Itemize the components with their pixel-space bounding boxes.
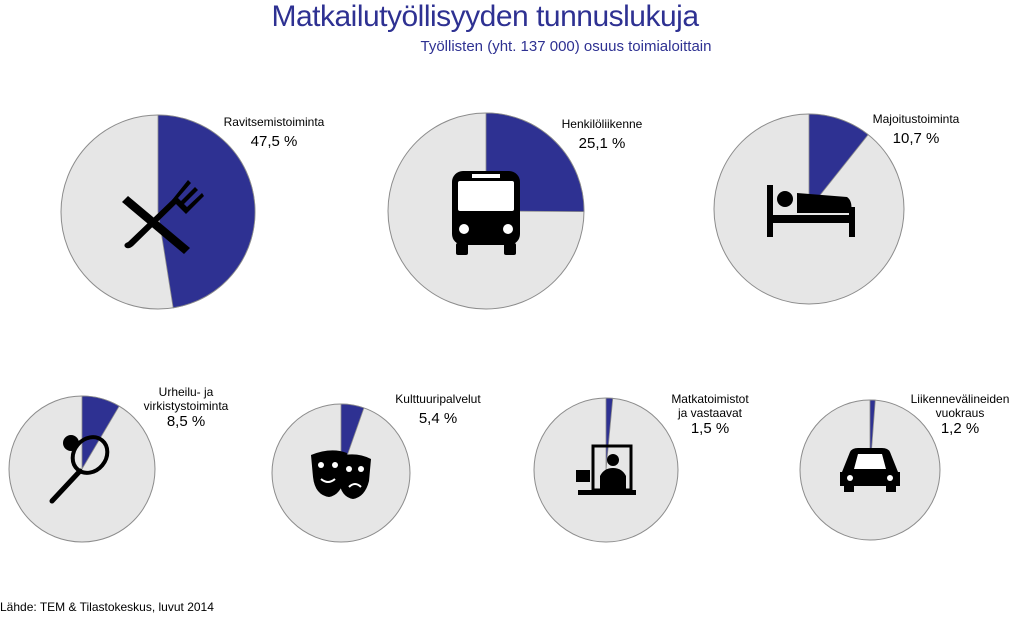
theater-masks-icon [311, 450, 371, 499]
source-note: Lähde: TEM & Tilastokeskus, luvut 2014 [0, 600, 214, 614]
slice-label: Matkatoimistot [671, 392, 749, 406]
slice-value-label: 25,1 % [579, 135, 626, 152]
slice-label: Majoitustoiminta [873, 112, 960, 126]
slice-label: Liikennevälineiden [911, 392, 1010, 406]
bus-icon [452, 171, 520, 255]
slice-label: Ravitsemistoiminta [224, 115, 325, 129]
pie-slice [605, 397, 614, 471]
pie-slice [157, 114, 256, 309]
slice-label: virkistystoiminta [144, 399, 229, 413]
pie-1: Ravitsemistoiminta 47,5 % [60, 114, 325, 310]
slice-value-label: 10,7 % [893, 130, 940, 147]
pie-slice [808, 113, 869, 211]
pie-slice [81, 395, 120, 471]
bed-icon [767, 185, 855, 237]
slice-label: Urheilu- ja [159, 385, 214, 399]
slice-value-label: 1,2 % [941, 420, 979, 437]
page-title: Matkailutyöllisyyden tunnuslukuja [271, 0, 699, 33]
tennis-racket-icon [49, 435, 110, 504]
slice-label: vuokraus [936, 406, 985, 420]
slice-value-label: 47,5 % [251, 133, 298, 150]
slice-label: ja vastaavat [677, 406, 743, 420]
fork-knife-icon [122, 180, 204, 254]
pie-5: Kulttuuripalvelut 5,4 % [271, 392, 481, 543]
slice-value-label: 1,5 % [691, 420, 729, 437]
slice-label: Kulttuuripalvelut [395, 392, 481, 406]
slice-value-label: 5,4 % [419, 410, 457, 427]
travel-agent-desk-icon [576, 444, 636, 495]
slice-label: Henkilöliikenne [562, 117, 643, 131]
car-icon [840, 448, 900, 492]
page-subtitle: Työllisten (yht. 137 000) osuus toimialo… [420, 38, 712, 55]
pie-3: Majoitustoiminta 10,7 % [713, 112, 960, 305]
slice-value-label: 8,5 % [167, 413, 205, 430]
pie-2: Henkilöliikenne 25,1 % [387, 112, 643, 310]
